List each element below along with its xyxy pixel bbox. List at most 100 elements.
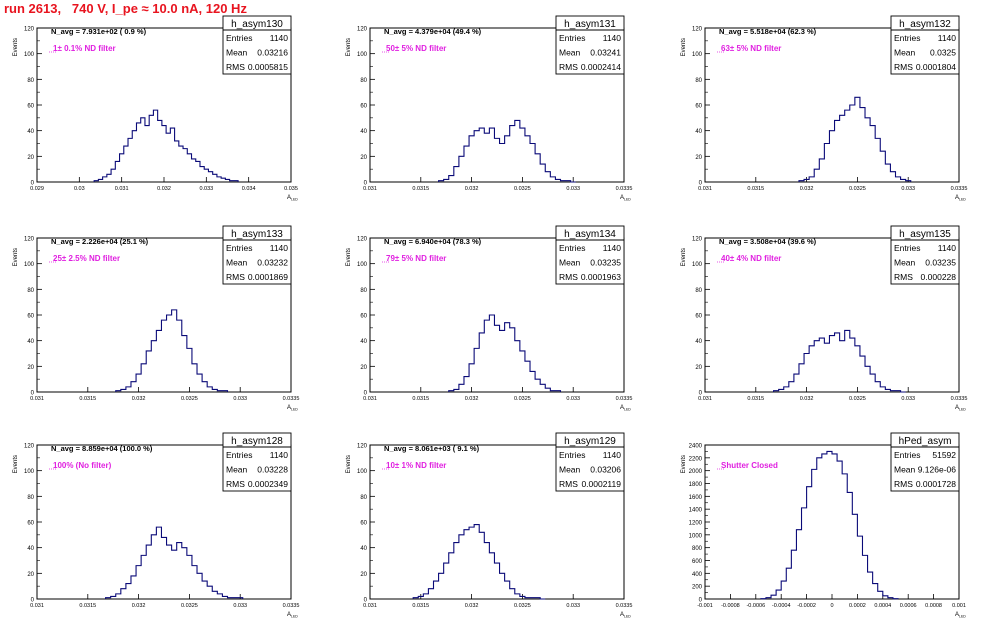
histogram-panel-h_asym134: 0 20 40 60 80 100 120 0.031 0.0315 0.032 0.0325 0.0… bbox=[346, 225, 633, 412]
y-tick-label: 40 bbox=[27, 339, 34, 345]
x-tick-label: 0.032 bbox=[465, 603, 479, 609]
y-tick-label: 0 bbox=[699, 598, 703, 604]
filter-annotation: 1± 0.1% ND filter bbox=[53, 44, 116, 53]
navg-label: N_avg = 7.931e+02 ( 0.9 %) bbox=[51, 27, 147, 36]
stat-label-mean: Mean bbox=[894, 258, 916, 268]
stat-label-entries: Entries bbox=[226, 450, 252, 460]
y-tick-label: 60 bbox=[360, 104, 367, 110]
y-tick-label: 400 bbox=[692, 572, 703, 578]
y-tick-label: 2200 bbox=[689, 456, 703, 462]
histogram-panel-hPed_asym: 0 200 400 600 800 1000 1200 1400 1600 1800 2000 220… bbox=[681, 432, 966, 619]
x-tick-label: 0.001 bbox=[952, 603, 966, 609]
y-tick-label: 1400 bbox=[689, 508, 703, 514]
stat-label-mean: Mean bbox=[559, 48, 581, 58]
y-tick-label: 60 bbox=[27, 521, 34, 527]
histogram-line bbox=[115, 309, 229, 392]
x-tick-label: 0.0335 bbox=[616, 396, 633, 402]
y-axis-label: Events bbox=[346, 38, 352, 56]
y-tick-label: 40 bbox=[695, 129, 702, 135]
y-tick-label: 2000 bbox=[689, 469, 703, 475]
y-tick-label: 40 bbox=[695, 339, 702, 345]
y-tick-label: 20 bbox=[695, 365, 702, 371]
stat-label-entries: Entries bbox=[559, 450, 585, 460]
stats-box bbox=[222, 432, 292, 492]
stat-value-mean: 0.03206 bbox=[590, 465, 621, 475]
filter-annotation: 25± 2.5% ND filter bbox=[53, 254, 120, 263]
y-tick-label: 20 bbox=[695, 155, 702, 161]
y-axis-label: Events bbox=[681, 455, 687, 473]
y-axis-label: Events bbox=[681, 248, 687, 266]
filter-annotation: 100% (No filter) bbox=[53, 461, 112, 470]
x-tick-label: -0.0008 bbox=[721, 603, 740, 609]
x-tick-label: 0.0335 bbox=[951, 396, 968, 402]
x-tick-label: 0.033 bbox=[901, 186, 915, 192]
y-tick-label: 80 bbox=[695, 78, 702, 84]
y-tick-label: 120 bbox=[692, 237, 703, 243]
histogram-name: h_asym134 bbox=[564, 229, 616, 240]
stat-value-rms: 0.0002119 bbox=[581, 479, 621, 489]
stat-label-entries: Entries bbox=[226, 243, 252, 253]
y-tick-label: 120 bbox=[357, 444, 368, 450]
stat-value-rms: 0.0002414 bbox=[581, 62, 621, 72]
navg-label: N_avg = 3.508e+04 (39.6 %) bbox=[719, 237, 817, 246]
x-tick-label: 0.031 bbox=[363, 186, 377, 192]
stat-label-rms: RMS bbox=[894, 62, 913, 72]
stat-value-rms: 0.0001804 bbox=[916, 62, 956, 72]
x-tick-label: -0.0002 bbox=[797, 603, 816, 609]
x-tick-label: 0.033 bbox=[901, 396, 915, 402]
stat-label-mean: Mean bbox=[226, 258, 248, 268]
histogram-line bbox=[93, 109, 239, 182]
stat-value-rms: 0.0002349 bbox=[248, 479, 288, 489]
y-axis-label: Events bbox=[346, 248, 352, 266]
y-tick-label: 80 bbox=[27, 495, 34, 501]
x-axis-label: ALED bbox=[955, 612, 966, 619]
histogram-name: h_asym129 bbox=[564, 436, 616, 447]
y-tick-label: 80 bbox=[360, 78, 367, 84]
y-tick-label: 100 bbox=[692, 262, 703, 268]
x-tick-label: 0.0315 bbox=[79, 396, 96, 402]
x-tick-label: 0 bbox=[830, 603, 833, 609]
histogram-name: h_asym130 bbox=[231, 19, 283, 30]
stat-label-mean: Mean bbox=[226, 48, 248, 58]
histogram-name: h_asym128 bbox=[231, 436, 283, 447]
y-tick-label: 40 bbox=[27, 129, 34, 135]
stat-label-entries: Entries bbox=[559, 33, 585, 43]
y-tick-label: 80 bbox=[360, 288, 367, 294]
y-tick-label: 120 bbox=[357, 237, 368, 243]
y-tick-label: 1600 bbox=[689, 495, 703, 501]
histogram-line bbox=[438, 119, 576, 183]
x-tick-label: 0.0335 bbox=[951, 186, 968, 192]
histogram-panel-h_asym131: 0 20 40 60 80 100 120 0.031 0.0315 0.032 0.0325 0.0… bbox=[346, 15, 632, 202]
x-tick-label: 0.0315 bbox=[412, 603, 429, 609]
x-tick-label: 0.031 bbox=[698, 186, 712, 192]
stat-value-entries: 1140 bbox=[270, 243, 289, 253]
stat-value-rms: 0.0001728 bbox=[916, 479, 956, 489]
x-tick-label: 0.0315 bbox=[747, 186, 764, 192]
histogram-line bbox=[105, 526, 244, 599]
y-tick-label: 60 bbox=[360, 521, 367, 527]
y-tick-label: 100 bbox=[692, 52, 703, 58]
navg-label: N_avg = 8.859e+04 (100.0 %) bbox=[51, 444, 153, 453]
y-tick-label: 80 bbox=[360, 495, 367, 501]
y-tick-label: 2400 bbox=[689, 444, 703, 450]
y-tick-label: 120 bbox=[24, 27, 35, 33]
x-axis-label: ALED bbox=[287, 195, 298, 202]
stat-value-rms: 0.0001869 bbox=[248, 272, 288, 282]
x-tick-label: -0.001 bbox=[697, 603, 713, 609]
y-tick-label: 0 bbox=[364, 181, 368, 187]
x-tick-label: 0.0315 bbox=[412, 186, 429, 192]
stat-label-mean: Mean bbox=[894, 48, 916, 58]
histogram-line bbox=[412, 524, 546, 600]
y-tick-label: 40 bbox=[360, 546, 367, 552]
stat-label-rms: RMS bbox=[894, 479, 913, 489]
y-tick-label: 120 bbox=[357, 27, 368, 33]
stat-label-mean: Mean bbox=[226, 465, 248, 475]
x-tick-label: 0.0325 bbox=[849, 396, 866, 402]
x-tick-label: 0.031 bbox=[30, 603, 44, 609]
y-tick-label: 0 bbox=[31, 181, 35, 187]
y-tick-label: 20 bbox=[360, 365, 367, 371]
histogram-panel-h_asym135: 0 20 40 60 80 100 120 0.031 0.0315 0.032 0.0325 0.0… bbox=[681, 225, 968, 412]
filter-annotation: Shutter Closed bbox=[721, 461, 778, 470]
x-tick-label: 0.03 bbox=[74, 186, 85, 192]
x-tick-label: 0.0325 bbox=[514, 603, 531, 609]
